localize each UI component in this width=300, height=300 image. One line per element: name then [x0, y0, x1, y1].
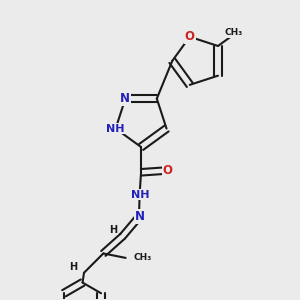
Text: CH₃: CH₃ [224, 28, 243, 37]
Text: N: N [120, 92, 130, 105]
Text: O: O [163, 164, 173, 177]
Text: NH: NH [106, 124, 125, 134]
Text: O: O [185, 30, 195, 43]
Text: NH: NH [131, 190, 149, 200]
Text: H: H [109, 225, 117, 235]
Text: H: H [69, 262, 77, 272]
Text: CH₃: CH₃ [133, 254, 151, 262]
Text: N: N [135, 210, 145, 224]
